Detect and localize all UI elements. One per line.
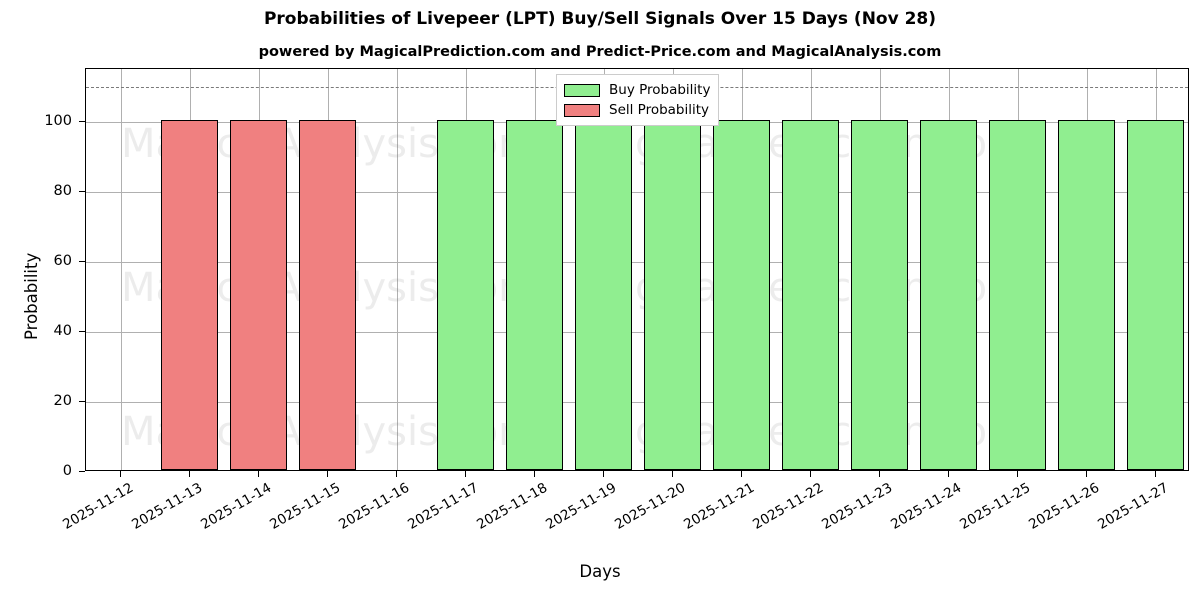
x-axis-tick-label: 2025-11-20 <box>611 479 688 533</box>
x-axis-tick-label: 2025-11-27 <box>1094 479 1171 533</box>
y-axis-tick-mark <box>79 400 85 403</box>
x-axis-tick-label: 2025-11-24 <box>887 479 964 533</box>
y-axis-tick-label: 60 <box>53 252 72 269</box>
bar <box>713 119 770 470</box>
chart-legend: Buy Probability Sell Probability <box>556 74 720 126</box>
legend-item-buy: Buy Probability <box>564 80 710 100</box>
x-axis-tick-mark <box>1085 471 1087 477</box>
y-axis-tick-label: 80 <box>53 182 72 199</box>
x-axis-tick-mark <box>1016 471 1018 477</box>
x-axis-tick-mark <box>119 471 121 477</box>
bar <box>782 119 839 470</box>
y-axis-tick-mark <box>79 190 85 192</box>
x-axis-tick-mark <box>257 471 259 477</box>
x-axis-tick-label: 2025-11-19 <box>542 479 619 533</box>
x-axis-tick-label: 2025-11-15 <box>266 479 343 533</box>
legend-swatch-buy <box>564 83 600 97</box>
x-axis-tick-mark <box>947 471 949 477</box>
x-axis-tick-label: 2025-11-25 <box>956 479 1033 533</box>
x-axis-tick-label: 2025-11-16 <box>335 479 412 533</box>
x-axis-tick-label: 2025-11-17 <box>404 479 481 533</box>
bar <box>989 119 1046 470</box>
y-axis-tick-mark <box>79 471 85 473</box>
gridline-horizontal <box>86 331 1188 333</box>
x-axis-tick-label: 2025-11-18 <box>473 479 550 533</box>
gridline-horizontal <box>86 261 1188 263</box>
x-axis-tick-mark <box>809 471 811 477</box>
x-axis-tick-mark <box>1154 471 1156 477</box>
gridline-vertical <box>120 69 122 470</box>
y-axis-tick-mark <box>79 260 85 263</box>
gridline-horizontal <box>86 401 1188 403</box>
x-axis-tick-mark <box>395 471 397 477</box>
bar <box>644 119 701 470</box>
x-axis-tick-label: 2025-11-21 <box>680 479 757 533</box>
bar <box>1127 119 1184 470</box>
bar <box>851 119 908 470</box>
y-axis-tick-label: 40 <box>53 322 72 339</box>
y-axis-tick-label: 0 <box>62 463 72 479</box>
x-axis-tick-mark <box>602 471 604 477</box>
chart-title: Probabilities of Livepeer (LPT) Buy/Sell… <box>263 9 937 29</box>
bar <box>299 119 356 470</box>
legend-label-sell: Sell Probability <box>609 102 710 118</box>
x-axis-tick-mark <box>533 471 535 477</box>
legend-label-buy: Buy Probability <box>609 82 711 98</box>
x-axis-tick-label: 2025-11-23 <box>818 479 895 533</box>
bar <box>920 119 977 470</box>
x-axis-tick-mark <box>671 471 673 477</box>
y-axis-tick-label: 100 <box>44 112 72 129</box>
bar <box>575 119 632 470</box>
x-axis-tick-label: 2025-11-13 <box>128 479 205 533</box>
chart-subtitle: powered by MagicalPrediction.com and Pre… <box>258 44 942 60</box>
x-axis-tick-mark <box>464 471 466 477</box>
x-axis-label: Days <box>579 562 621 581</box>
x-axis-tick-label: 2025-11-22 <box>749 479 826 533</box>
gridline-horizontal <box>86 191 1188 193</box>
bar <box>161 119 218 470</box>
bar <box>437 119 494 470</box>
bar <box>230 119 287 470</box>
y-axis-tick-label: 20 <box>53 392 72 409</box>
plot-area: MagicalAnalysis.comMagicalPrediction.com… <box>85 68 1189 471</box>
x-axis-tick-mark <box>740 471 742 477</box>
gridline-vertical <box>396 69 398 470</box>
bar <box>1058 119 1115 470</box>
y-axis-tick-mark <box>79 330 85 333</box>
legend-swatch-sell <box>564 103 600 117</box>
x-axis-tick-label: 2025-11-26 <box>1025 479 1102 533</box>
x-axis-tick-mark <box>326 471 328 477</box>
x-axis-tick-label: 2025-11-14 <box>197 479 274 533</box>
y-axis-tick-mark <box>79 120 85 122</box>
x-axis-tick-mark <box>878 471 880 477</box>
bar <box>506 119 563 470</box>
x-axis-tick-mark <box>188 471 190 477</box>
legend-item-sell: Sell Probability <box>564 100 710 120</box>
x-axis-tick-label: 2025-11-12 <box>59 479 136 533</box>
